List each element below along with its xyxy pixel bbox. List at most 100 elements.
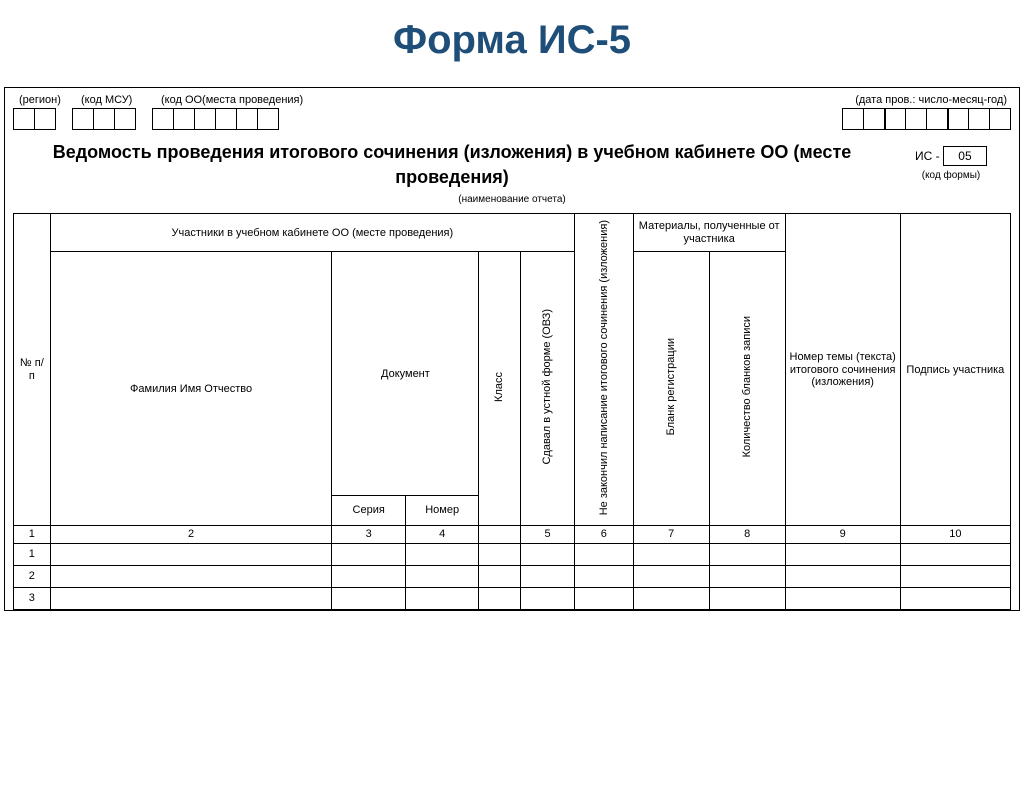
table-row: 2 [14,566,1011,588]
th-topic: Номер темы (текста) итогового сочинения … [785,214,900,526]
th-blank-reg: Бланк регистрации [633,252,709,526]
label-region: (регион) [13,94,69,106]
th-participants-group: Участники в учебном кабинете ОО (месте п… [50,214,574,252]
table-cell[interactable] [479,588,521,610]
code-cell[interactable] [257,108,279,130]
table-cell[interactable] [633,566,709,588]
table-cell[interactable] [332,544,405,566]
colnum: 6 [574,526,633,544]
table-cell[interactable] [633,544,709,566]
table-cell[interactable] [785,566,900,588]
code-cell[interactable] [215,108,237,130]
code-cell[interactable] [34,108,56,130]
table-cell[interactable] [574,588,633,610]
table-cell[interactable] [900,588,1010,610]
cells-date[interactable] [842,108,1011,130]
code-cell[interactable] [989,108,1011,130]
table-cell[interactable] [50,588,332,610]
label-date: (дата пров.: число-месяц-год) [791,94,1011,106]
form-code-value[interactable]: 05 [943,146,987,166]
colnum [479,526,521,544]
th-signature: Подпись участника [900,214,1010,526]
code-cell[interactable] [194,108,216,130]
th-blanks-count-text: Количество бланков записи [741,312,754,461]
table-cell[interactable] [405,566,478,588]
th-fio: Фамилия Имя Отчество [50,252,332,526]
page-title: Форма ИС-5 [0,18,1024,63]
table-cell[interactable] [50,544,332,566]
table-cell[interactable] [633,588,709,610]
colnum: 10 [900,526,1010,544]
code-cell[interactable] [926,108,948,130]
form-code-box: ИС - 05 (код формы) [891,140,1011,181]
code-cell[interactable] [93,108,115,130]
th-class: Класс [479,252,521,526]
table-cell[interactable]: 2 [14,566,51,588]
table-row: 3 [14,588,1011,610]
th-doc: Документ [332,252,479,496]
th-materials-group: Материалы, полученные от участника [633,214,785,252]
colnum: 1 [14,526,51,544]
table-cell[interactable] [574,566,633,588]
th-class-text: Класс [493,368,506,406]
code-cell[interactable] [72,108,94,130]
table-cell[interactable] [479,544,521,566]
code-cell[interactable] [884,108,906,130]
th-unfinished: Не закончил написание итогового сочинени… [574,214,633,526]
report-title: Ведомость проведения итогового сочинения… [13,140,891,192]
colnum: 4 [405,526,478,544]
code-cells-row [13,108,1011,130]
code-cell[interactable] [905,108,927,130]
table-cell[interactable] [479,566,521,588]
table-row: 1 [14,544,1011,566]
form-code-prefix: ИС - [915,149,940,163]
table-cell[interactable] [785,544,900,566]
table-cell[interactable] [900,544,1010,566]
form-code-caption: (код формы) [891,170,1011,181]
code-cell[interactable] [236,108,258,130]
table-cell[interactable] [521,588,575,610]
table-cell[interactable] [709,588,785,610]
code-cell[interactable] [968,108,990,130]
table-cell[interactable] [709,566,785,588]
code-cell[interactable] [863,108,885,130]
table-cell[interactable] [332,566,405,588]
table-cell[interactable] [785,588,900,610]
table-cell[interactable] [521,544,575,566]
table-cell[interactable] [900,566,1010,588]
code-cell[interactable] [114,108,136,130]
table-cell[interactable] [332,588,405,610]
cells-oo[interactable] [152,108,279,130]
table-cell[interactable] [709,544,785,566]
code-cell[interactable] [947,108,969,130]
table-cell[interactable]: 1 [14,544,51,566]
label-msu: (код МСУ) [75,94,149,106]
th-series: Серия [332,496,405,526]
th-blanks-count: Количество бланков записи [709,252,785,526]
cells-msu[interactable] [72,108,136,130]
colnum: 9 [785,526,900,544]
form-container: (регион) (код МСУ) (код ОО(места проведе… [4,87,1020,611]
th-np: № п/п [14,214,51,526]
colnum: 7 [633,526,709,544]
code-cell[interactable] [842,108,864,130]
table-cell[interactable] [50,566,332,588]
th-number: Номер [405,496,478,526]
code-cell[interactable] [152,108,174,130]
table-cell[interactable]: 3 [14,588,51,610]
colnum: 2 [50,526,332,544]
colnum: 8 [709,526,785,544]
th-oral-text: Сдавал в устной форме (ОВЗ) [541,305,554,469]
code-cell[interactable] [13,108,35,130]
colnum: 3 [332,526,405,544]
th-oral: Сдавал в устной форме (ОВЗ) [521,252,575,526]
report-subtitle: (наименование отчета) [13,194,1011,205]
top-labels-row: (регион) (код МСУ) (код ОО(места проведе… [13,94,1011,106]
table-cell[interactable] [405,588,478,610]
cells-region[interactable] [13,108,56,130]
th-blank-reg-text: Бланк регистрации [665,334,678,439]
table-cell[interactable] [574,544,633,566]
table-cell[interactable] [521,566,575,588]
table-cell[interactable] [405,544,478,566]
code-cell[interactable] [173,108,195,130]
